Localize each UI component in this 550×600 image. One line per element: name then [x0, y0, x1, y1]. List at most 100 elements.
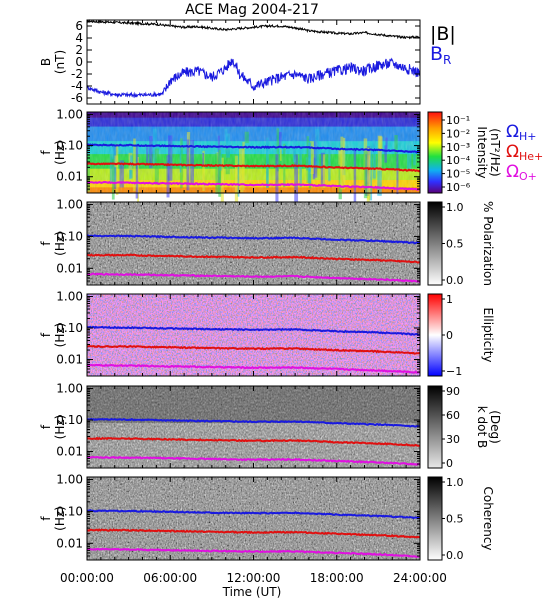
x-tick-label: 24:00:00 — [393, 571, 447, 585]
kdotb-dark-upper — [87, 386, 420, 423]
colorbar-tick-label: 0 — [446, 457, 453, 470]
colorbar-tick-label: 90 — [446, 385, 460, 398]
y-axis-label: f — [39, 332, 53, 337]
colorbar-tick-label: 0.5 — [446, 238, 464, 251]
plot-area — [87, 20, 420, 104]
colorbar — [427, 385, 443, 469]
y-tick-label: 0.10 — [56, 229, 83, 243]
colorbar-tick-label: 30 — [446, 433, 460, 446]
gyrofrequency-line-he-plus — [86, 436, 421, 447]
y-tick-label: 0.10 — [56, 413, 83, 427]
legend-omega-he-symbol: Ω — [506, 142, 519, 162]
gyrofrequency-line-h-plus — [86, 143, 420, 154]
y-tick-label: 2 — [75, 43, 83, 57]
gyrofrequency-line-h-plus — [87, 234, 420, 245]
kdotb-panel: 1.00 0.10 0.01 f (Hz) 90 60 30 0 k dot B (Deg) — [39, 381, 502, 470]
colorbar-tick-label: 10⁻⁵ — [446, 168, 470, 181]
gyrofrequency-line-he-plus — [86, 162, 421, 173]
y-tick-label: 1.00 — [56, 198, 83, 212]
gyrofrequency-line-h-plus — [86, 417, 421, 428]
colorbar — [427, 201, 443, 286]
spectrogram-texture — [87, 202, 420, 285]
colorbar-tick-label: 10⁻² — [446, 127, 470, 140]
x-axis-ticks: 00:00:00 06:00:00 12:00:00 18:00:00 24:00:00 — [60, 571, 447, 585]
gyrofrequency-line-o-plus — [86, 180, 421, 191]
legend-omega-h: ΩH+ — [506, 122, 537, 143]
y-axis-unit: (Hz) — [53, 231, 67, 256]
y-axis-label: B — [39, 58, 53, 66]
colorbar-tick-label: 0 — [446, 329, 453, 342]
y-tick-label: 1.00 — [56, 381, 83, 395]
y-axis-unit: (Hz) — [53, 415, 67, 440]
y-axis-label: f — [39, 424, 53, 429]
colorbar-label: Intensity — [475, 126, 489, 178]
colorbar-tick-label: 10⁻⁶ — [446, 181, 471, 194]
y-tick-label: 1.00 — [56, 289, 83, 303]
intensity-texture — [87, 112, 420, 193]
gyrofrequency-line-he-plus — [86, 528, 421, 539]
y-axis-unit: (Hz) — [53, 140, 67, 165]
legend-omega-he: ΩHe+ — [506, 142, 543, 163]
legend-omega-o-sub: O+ — [519, 170, 537, 183]
gyrofrequency-line-o-plus — [86, 547, 421, 558]
y-tick-label: 0 — [75, 55, 83, 69]
x-axis-label: Time (UT) — [222, 585, 282, 599]
series-line-b-radial — [86, 57, 421, 99]
colorbar-tick-label: 0.5 — [446, 513, 464, 526]
colorbar-tick-label: 10⁻³ — [446, 141, 470, 154]
legend-omega-o: ΩO+ — [506, 162, 537, 183]
y-tick-label: 0.01 — [56, 170, 83, 184]
y-tick-label: -4 — [71, 79, 83, 93]
y-tick-label: 4 — [75, 31, 83, 45]
series-line-b-magnitude — [86, 19, 420, 40]
colorbar-tick-label: 1.0 — [446, 476, 464, 489]
colorbar-label: (Deg) — [488, 410, 502, 444]
ellipticity-wash — [87, 294, 420, 376]
colorbar-tick-label: −1 — [446, 365, 462, 378]
legend-omega-he-sub: He+ — [519, 150, 543, 163]
colorbar-tick-label: 10⁻¹ — [446, 114, 470, 127]
x-tick-label: 00:00:00 — [60, 571, 114, 585]
y-axis-unit: (Hz) — [53, 323, 67, 348]
y-tick-label: -2 — [71, 67, 83, 81]
y-tick-label: 1.00 — [56, 473, 83, 487]
colorbar-tick-label: 0.0 — [446, 549, 464, 562]
colorbar-label: (nT²/Hz) — [488, 128, 502, 176]
colorbar — [427, 476, 443, 561]
ellipticity-texture — [87, 294, 420, 376]
gyrofrequency-line-h-plus — [86, 325, 421, 337]
ellipticity-panel: 1.00 0.10 0.01 f (Hz) 1 0 −1 Ellipticity — [39, 289, 495, 378]
gyrofrequency-line-he-plus — [86, 253, 421, 264]
gyrofrequency-line-he-plus — [86, 344, 421, 355]
legend-omega-o-symbol: Ω — [506, 162, 519, 182]
y-tick-label: 0.01 — [56, 261, 83, 275]
legend-b-radial-sub: R — [443, 53, 451, 67]
y-tick-label: 1.00 — [56, 107, 83, 121]
coherency-panel: 1.00 0.10 0.01 f (Hz) 1.0 0.5 0.0 Coherency — [39, 473, 495, 562]
colorbar-label: % Polarization — [481, 201, 495, 286]
x-tick-label: 12:00:00 — [227, 571, 281, 585]
chart-title: ACE Mag 2004-217 — [185, 2, 319, 18]
y-tick-label: 0.10 — [56, 504, 83, 518]
spectrogram-texture — [87, 386, 420, 468]
polarization-panel: 1.00 0.10 0.01 f (Hz) 1.0 0.5 0.0 % Polarization — [39, 198, 495, 287]
colorbar-label: Coherency — [481, 486, 495, 550]
x-tick-label: 18:00:00 — [310, 571, 364, 585]
y-tick-label: 0.10 — [56, 321, 83, 335]
x-tick-label: 06:00:00 — [143, 571, 197, 585]
y-tick-label: 0.01 — [56, 445, 83, 459]
colorbar-tick-label: 1 — [446, 293, 453, 306]
legend-b-radial-name: B — [430, 43, 443, 65]
gyrofrequency-line-o-plus — [86, 363, 421, 374]
y-axis-unit: (Hz) — [53, 506, 67, 531]
colorbar-tick-label: 1.0 — [446, 201, 464, 214]
y-axis-unit: (nT) — [53, 50, 67, 74]
y-axis-label: f — [39, 150, 53, 155]
gyrofrequency-line-o-plus — [86, 272, 421, 283]
colorbar — [427, 111, 443, 194]
legend-b-radial: BR — [430, 43, 451, 67]
spectrogram-texture — [87, 477, 420, 560]
colorbar-tick-label: 60 — [446, 409, 460, 422]
